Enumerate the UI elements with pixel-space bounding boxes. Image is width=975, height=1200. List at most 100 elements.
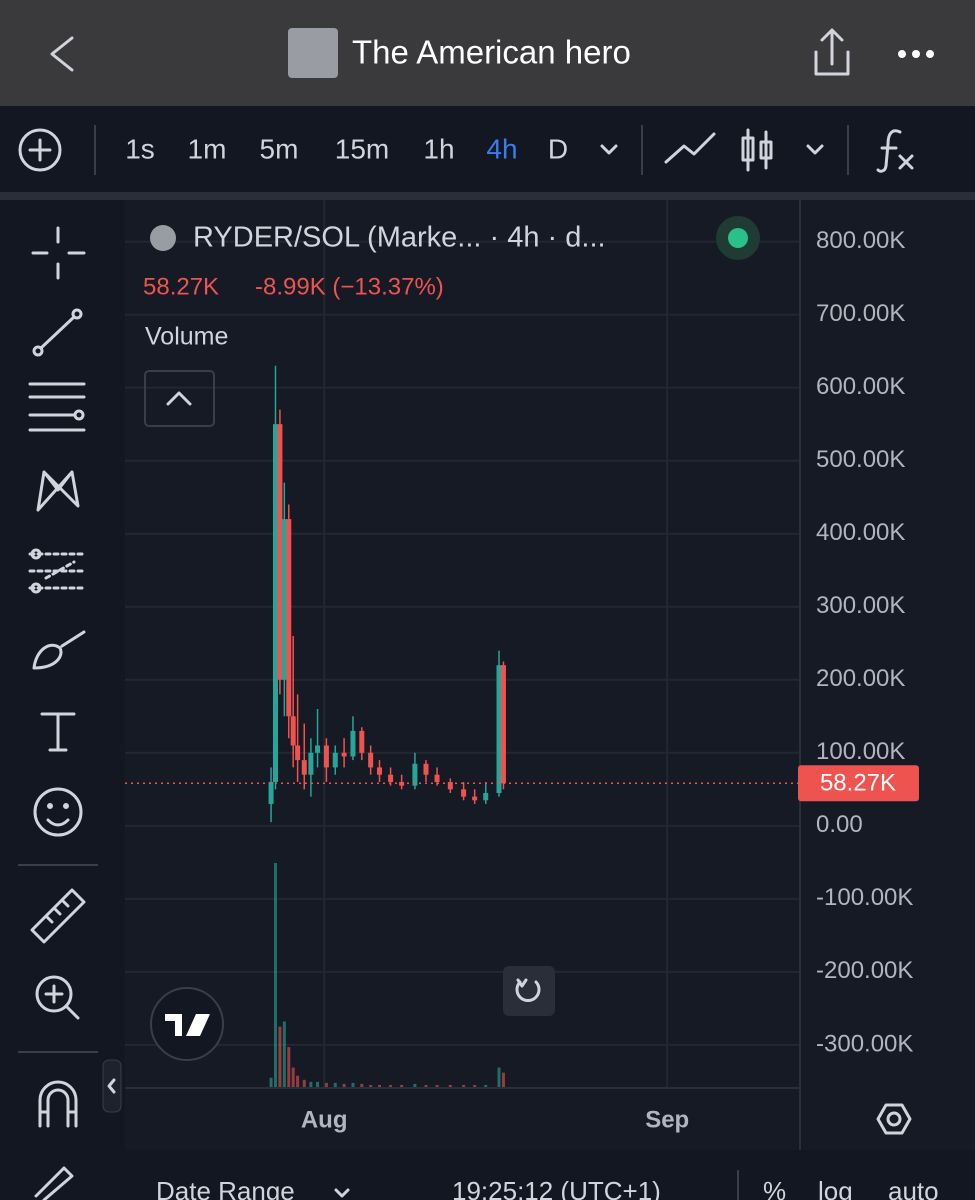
date-range-button[interactable]: Date Range	[156, 1176, 295, 1200]
candle-body	[423, 763, 429, 775]
interval-button[interactable]: 1m	[188, 133, 227, 164]
collapse-toolbar[interactable]	[102, 1059, 122, 1113]
interval-button[interactable]: D	[548, 133, 568, 164]
auto-toggle[interactable]: auto	[888, 1176, 939, 1200]
pattern-tool[interactable]	[36, 470, 80, 512]
volume-bar	[296, 1075, 300, 1088]
candle-body	[368, 752, 374, 768]
add-button[interactable]	[18, 128, 62, 172]
share-button[interactable]	[814, 28, 850, 76]
volume-label: Volume	[145, 323, 228, 351]
line-style-button[interactable]	[664, 132, 716, 164]
candle-body	[447, 782, 453, 790]
volume-bar	[389, 1084, 393, 1088]
emoji-tool[interactable]	[33, 787, 83, 837]
interval-button[interactable]: 5m	[260, 133, 299, 164]
trend-line-tool[interactable]	[32, 308, 83, 357]
candle-body	[359, 730, 365, 753]
volume-bar	[324, 1082, 328, 1088]
y-tick-label: 200.00K	[816, 665, 905, 692]
candle-body	[500, 665, 506, 784]
collapse-icon	[107, 1078, 116, 1094]
footer-bar	[125, 1150, 975, 1200]
y-tick-label: 300.00K	[816, 592, 905, 619]
candle-body	[472, 796, 478, 801]
date-range-dropdown	[334, 1188, 350, 1198]
volume-bar	[333, 1082, 337, 1088]
interval-button[interactable]: 4h	[486, 133, 517, 164]
volume-bar	[273, 863, 277, 1088]
brush-tool[interactable]	[32, 630, 86, 670]
indicators-button[interactable]	[876, 129, 914, 173]
symbol-icon	[150, 225, 176, 251]
magnet-tool[interactable]	[38, 1080, 78, 1128]
lock-tool[interactable]	[34, 1166, 74, 1200]
price-label-bg	[798, 765, 919, 802]
y-tick-label: -200.00K	[816, 957, 913, 984]
ruler-tool[interactable]	[30, 888, 86, 944]
volume-bar	[435, 1084, 439, 1088]
price-change: -8.99K (−13.37%)	[255, 273, 444, 300]
price-label: 58.27K	[820, 770, 896, 797]
projection-tool[interactable]	[28, 548, 86, 594]
zoom-tool[interactable]	[35, 975, 80, 1020]
y-tick-label: 400.00K	[816, 519, 905, 546]
volume-bar	[282, 1021, 286, 1088]
interval-button[interactable]: 15m	[335, 133, 389, 164]
x-tick-label: Sep	[645, 1106, 689, 1133]
candle-style-button[interactable]	[741, 128, 773, 172]
candle-body	[434, 774, 440, 783]
candle-body	[308, 752, 314, 775]
volume-bar	[501, 1072, 505, 1088]
clock: 19:25:12 (UTC+1)	[452, 1176, 661, 1200]
candle-body	[272, 424, 278, 783]
volume-bar	[473, 1084, 477, 1088]
text-tool[interactable]	[40, 712, 76, 752]
volume-bar	[484, 1084, 488, 1088]
volume-bar	[342, 1083, 346, 1088]
tv-logo[interactable]	[150, 987, 224, 1061]
volume-bar	[316, 1081, 320, 1088]
candle-body	[281, 519, 287, 680]
reset-button[interactable]	[503, 966, 555, 1016]
volume-bar	[269, 1077, 273, 1088]
symbol-label: RYDER/SOL (Marke... · 4h · d...	[193, 222, 606, 254]
volume-bar	[287, 1047, 291, 1088]
candle-body	[350, 730, 356, 757]
y-tick-label: 700.00K	[816, 300, 905, 327]
back-button[interactable]	[50, 36, 74, 72]
token-thumbnail	[288, 28, 338, 78]
more-button[interactable]	[898, 50, 934, 58]
style-dropdown[interactable]	[806, 144, 824, 155]
y-tick-label: 100.00K	[816, 738, 905, 765]
y-tick-label: -300.00K	[816, 1030, 913, 1057]
collapse-legend[interactable]	[144, 370, 215, 427]
candle-body	[341, 752, 347, 757]
y-tick-label: 800.00K	[816, 227, 905, 254]
interval-button[interactable]: 1s	[125, 133, 155, 164]
grid	[125, 200, 800, 1088]
interval-dropdown[interactable]	[600, 144, 618, 155]
interval-button[interactable]: 1h	[423, 133, 454, 164]
candle-body	[295, 745, 301, 761]
candle-body	[290, 716, 296, 746]
candle-body	[268, 782, 274, 804]
volume-bar	[291, 1067, 295, 1088]
volume-bar	[462, 1084, 466, 1088]
candle-body	[412, 763, 418, 786]
volume-bar	[302, 1079, 306, 1088]
log-toggle[interactable]: log	[818, 1176, 853, 1200]
volume-bar	[360, 1083, 364, 1088]
reset-icon	[515, 978, 541, 1002]
interval-group: 1s 1m 5m 15m 1h 4h D	[125, 133, 568, 164]
volume-bar	[369, 1084, 373, 1088]
candle-body	[388, 774, 394, 783]
volume-bar	[351, 1082, 355, 1088]
settings-button[interactable]	[876, 1103, 912, 1135]
status-indicator	[728, 228, 748, 248]
volume-pane	[269, 863, 505, 1088]
fib-tool[interactable]	[28, 382, 86, 432]
percent-toggle[interactable]: %	[763, 1176, 786, 1200]
crosshair-tool[interactable]	[31, 226, 86, 280]
